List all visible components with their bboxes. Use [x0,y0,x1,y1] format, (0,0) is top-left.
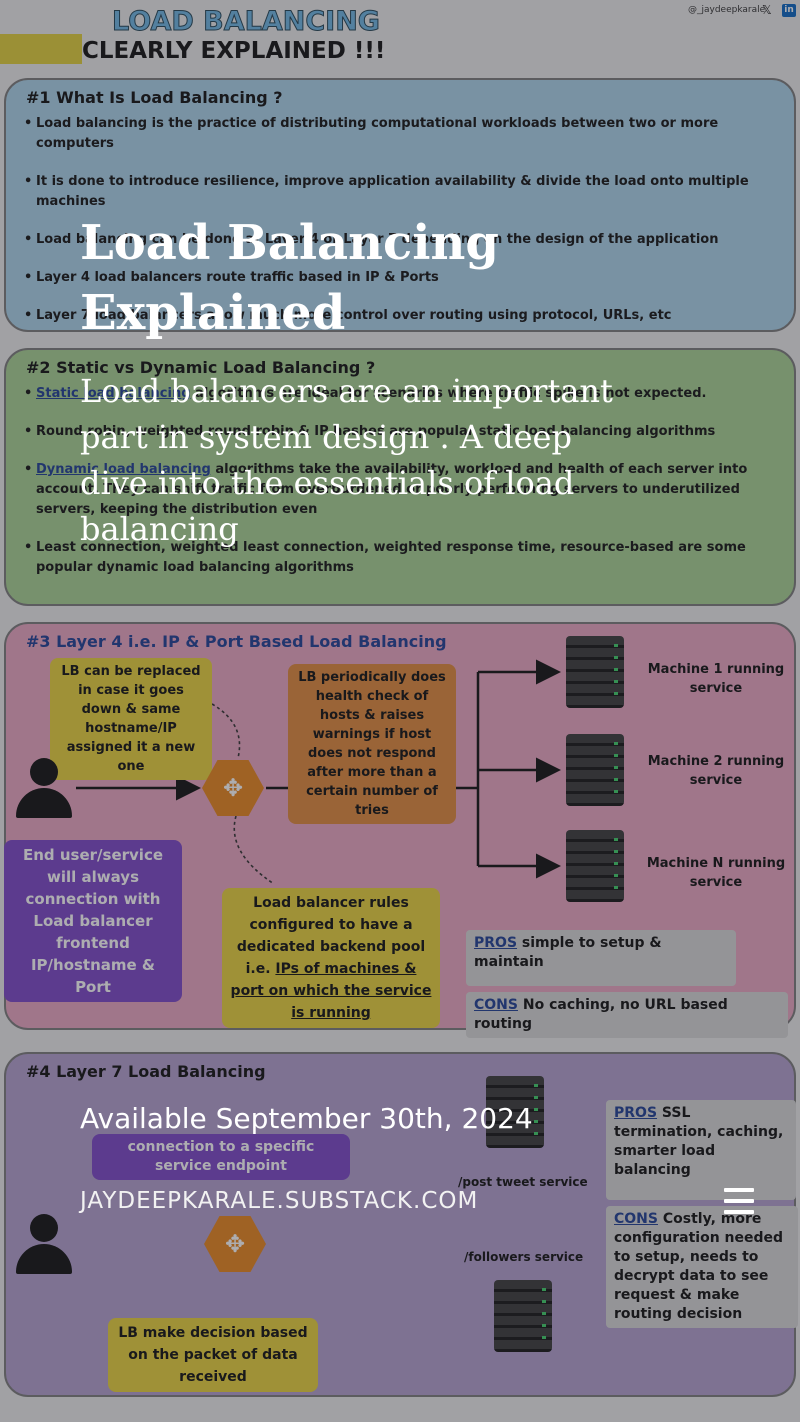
availability-date: Available September 30th, 2024 [80,1102,533,1135]
machine-label: Machine N running service [646,856,786,890]
x-icon: 𝕏 [762,3,772,17]
load-balancer-icon: ✥ [204,1216,266,1272]
linkedin-icon: in [782,4,796,17]
infographic-subtitle: CLEARLY EXPLAINED !!! [82,38,386,64]
health-check-note: LB periodically does health check of hos… [288,664,456,824]
list-item: Layer 7 load balancers allow much more c… [24,306,784,326]
machine-label: Machine 2 running service [647,754,785,788]
cons-label: CONS [474,997,518,1013]
list-item: Dynamic load balancing algorithms take t… [24,460,784,520]
pros-label: PROS [474,935,518,951]
list-item-text: algorithms take the availability, worklo… [36,462,748,517]
list-item: Layer 4 load balancers route traffic bas… [24,268,784,288]
list-item: Load balancing is the practice of distri… [24,114,784,154]
lb-rules-text: Load balancer rules configured to have a… [236,895,426,977]
end-user-note: End user/service will always connection … [4,840,182,1002]
list-item-text: Round robin, weighted round robin & IP h… [36,424,716,439]
list-item: Least connection, weighted least connect… [24,538,784,578]
list-item: Round robin, weighted round robin & IP h… [24,422,784,442]
author-handle: @_jaydeepkarale [688,5,766,15]
server-icon [566,830,624,902]
section-static-vs-dynamic: #2 Static vs Dynamic Load Balancing ? St… [4,348,796,606]
layer7-pros-box: PROS SSL termination, caching, smarter l… [606,1100,796,1200]
hamburger-menu-icon[interactable] [724,1188,754,1214]
machine-label: Machine 1 running service [647,662,785,696]
term-dynamic-load-balancing: Dynamic load balancing [36,462,211,477]
list-item-text: Least connection, weighted least connect… [36,540,746,575]
header-accent-bar [0,34,82,64]
site-link[interactable]: JAYDEEPKARALE.SUBSTACK.COM [80,1188,479,1214]
lb-decision-note: LB make decision based on the packet of … [108,1318,318,1392]
service-label: /followers service [464,1250,584,1264]
cons-label: CONS [614,1211,658,1227]
cons-text: Costly, more configuration needed to set… [614,1211,784,1322]
section-title: #2 Static vs Dynamic Load Balancing ? [26,358,376,377]
layer7-cons-box: CONS Costly, more configuration needed t… [606,1206,798,1328]
layer4-pros-box: PROS simple to setup & maintain [466,930,736,986]
server-icon [566,636,624,708]
service-endpoint-note: connection to a specific service endpoin… [92,1134,350,1180]
layer4-cons-box: CONS No caching, no URL based routing [466,992,788,1038]
server-icon [494,1280,552,1352]
section-what-is-load-balancing: #1 What Is Load Balancing ? Load balanci… [4,78,796,332]
list-item: It is done to introduce resilience, impr… [24,172,784,212]
post-title: Load Balancing Explained [80,215,499,341]
pros-text: SSL termination, caching, smarter load b… [614,1105,784,1178]
server-icon [566,734,624,806]
server-icon [486,1076,544,1148]
infographic-title: LOAD BALANCING [112,6,381,38]
pros-text: simple to setup & maintain [474,935,662,970]
post-description: Load balancers are an important part in … [80,372,613,548]
list-item-text: algorithms are ideal for scenarios where… [190,386,707,401]
list-item: Static load balancing algorithms are ide… [24,384,784,404]
section-title: #4 Layer 7 Load Balancing [26,1062,266,1081]
section-title: #1 What Is Load Balancing ? [26,88,283,107]
list-item: Load balancing can be done at Layer 4 or… [24,230,784,250]
cons-text: No caching, no URL based routing [474,997,728,1032]
term-static-load-balancing: Static load balancing [36,386,191,401]
bullet-list: Static load balancing algorithms are ide… [24,384,784,596]
lb-replace-note: LB can be replaced in case it goes down … [50,658,212,780]
section-title: #3 Layer 4 i.e. IP & Port Based Load Bal… [26,632,447,651]
bullet-list: Load balancing is the practice of distri… [24,114,784,344]
lb-rules-link-text: IPs of machines & port on which the serv… [230,961,432,1021]
service-label: /post tweet service [458,1175,588,1189]
end-user-icon [16,1214,72,1276]
lb-rules-note: Load balancer rules configured to have a… [222,888,440,1028]
end-user-icon [16,758,72,820]
pros-label: PROS [614,1105,658,1121]
